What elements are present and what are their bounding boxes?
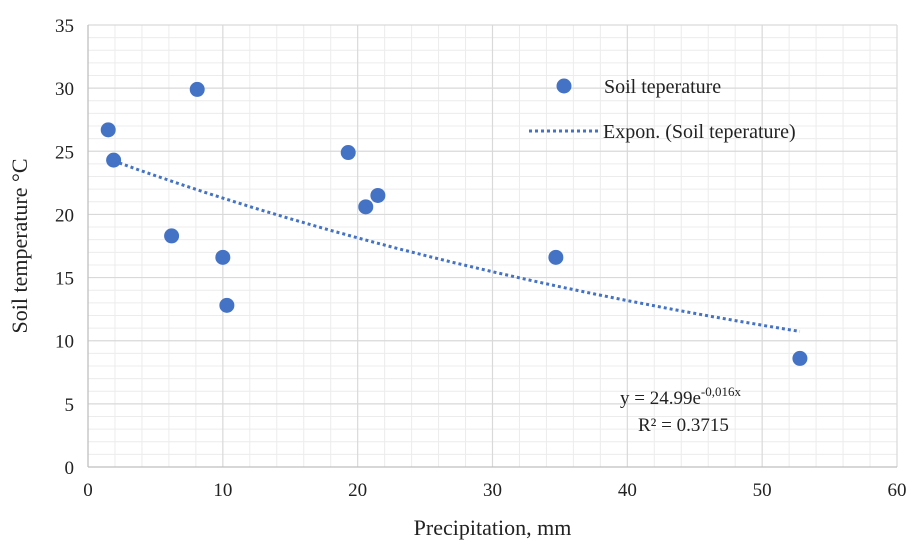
data-point xyxy=(219,297,235,313)
trendline xyxy=(113,159,801,333)
equation-text: y = 24.99e-0,016x xyxy=(620,384,741,409)
y-tick-label: 0 xyxy=(65,458,75,479)
x-tick-label: 60 xyxy=(888,480,907,501)
data-point xyxy=(164,228,180,244)
data-point xyxy=(100,122,116,138)
legend-series-label: Soil teperature xyxy=(604,76,721,98)
r-squared-text: R² = 0.3715 xyxy=(638,415,729,436)
data-point xyxy=(548,249,564,265)
trendline-layer xyxy=(113,159,801,333)
x-tick-label: 0 xyxy=(83,480,93,501)
legend: Soil teperature Expon. (Soil teperature) xyxy=(529,76,796,143)
y-tick-label: 20 xyxy=(55,205,74,226)
y-tick-label: 15 xyxy=(55,269,74,290)
equation-exponent: -0,016x xyxy=(701,384,742,399)
points-layer xyxy=(100,81,808,366)
x-axis-title: Precipitation, mm xyxy=(414,515,572,540)
data-point xyxy=(340,145,356,161)
y-tick-label: 35 xyxy=(55,16,74,37)
y-tick-label: 5 xyxy=(65,395,75,416)
y-axis-title: Soil temperature °C xyxy=(7,159,32,334)
grid xyxy=(88,24,898,467)
trendline-equation: y = 24.99e-0,016x R² = 0.3715 xyxy=(620,384,741,436)
y-tick-label: 25 xyxy=(55,142,74,163)
y-tick-label: 30 xyxy=(55,79,74,100)
data-point xyxy=(106,152,122,168)
x-tick-label: 10 xyxy=(213,480,232,501)
axes: 0 10 20 30 40 50 60 0 5 10 15 20 25 30 35 xyxy=(55,16,907,501)
data-point xyxy=(358,199,374,215)
data-point xyxy=(370,187,386,203)
x-tick-label: 30 xyxy=(483,480,502,501)
x-tick-label: 40 xyxy=(618,480,637,501)
data-point xyxy=(792,350,808,366)
y-tick-label: 10 xyxy=(55,332,74,353)
data-point xyxy=(215,249,231,265)
x-tick-label: 50 xyxy=(753,480,772,501)
x-tick-label: 20 xyxy=(348,480,367,501)
legend-trendline-label: Expon. (Soil teperature) xyxy=(603,121,796,143)
legend-marker-icon xyxy=(556,78,572,94)
equation-base: y = 24.99e xyxy=(620,388,701,409)
data-point xyxy=(189,81,205,97)
